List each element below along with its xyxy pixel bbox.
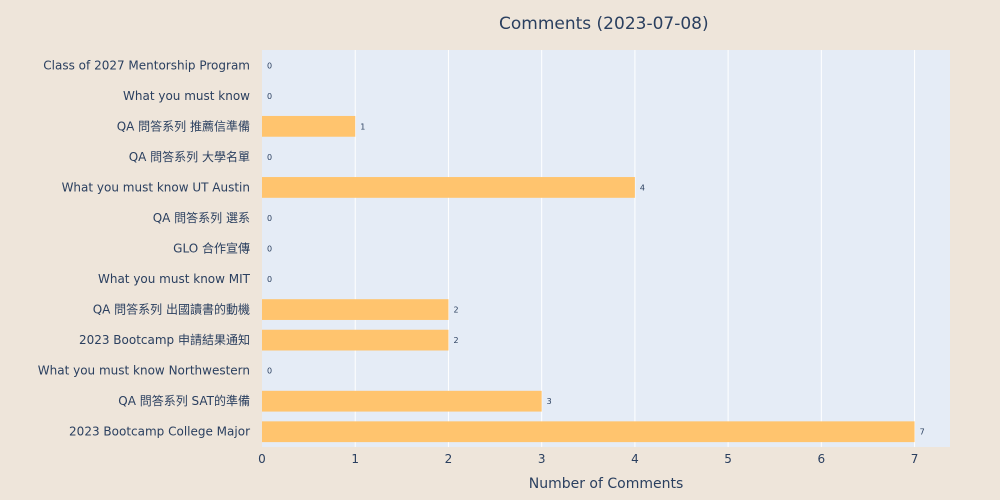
data-label: 0 (267, 61, 272, 70)
category-label: What you must know UT Austin (62, 180, 250, 194)
data-label: 1 (360, 122, 365, 131)
category-label: QA 問答系列 SAT的準備 (118, 393, 250, 408)
data-label: 3 (547, 397, 552, 406)
data-label: 2 (453, 336, 458, 345)
category-label: QA 問答系列 出國讀書的動機 (93, 302, 250, 317)
bar (262, 421, 915, 443)
chart-title: Comments (2023-07-08) (499, 14, 709, 34)
grid-layer (354, 50, 916, 447)
bar (262, 299, 449, 320)
bar (262, 390, 542, 412)
category-label: What you must know MIT (98, 272, 251, 286)
data-label: 0 (267, 367, 272, 376)
category-labels: Class of 2027 Mentorship Program What you… (38, 58, 251, 438)
category-label: 2023 Bootcamp College Major (69, 425, 250, 439)
category-label: GLO 合作宣傳 (173, 241, 250, 256)
x-tick-label: 1 (351, 452, 359, 466)
bar-layer (262, 115, 915, 443)
x-tick-label: 0 (258, 452, 266, 466)
x-tick-label: 6 (818, 452, 826, 466)
data-label: 0 (267, 245, 272, 254)
x-tick-label: 7 (911, 452, 919, 466)
category-label: Class of 2027 Mentorship Program (43, 58, 250, 72)
data-label: 2 (453, 306, 458, 315)
data-label: 0 (267, 214, 272, 223)
x-axis-title: Number of Comments (529, 476, 684, 492)
category-label: QA 問答系列 選系 (153, 210, 250, 225)
data-label: 0 (267, 153, 272, 162)
category-label: QA 問答系列 推薦信準備 (117, 118, 250, 133)
data-label: 0 (267, 92, 272, 101)
data-label: 0 (267, 275, 272, 284)
category-label: What you must know (123, 89, 250, 103)
data-labels: 0 0 1 0 4 0 0 0 2 2 0 3 7 (267, 61, 925, 436)
x-tick-label: 2 (445, 452, 453, 466)
x-tick-label: 5 (724, 452, 732, 466)
bar (262, 329, 449, 351)
x-tick-label: 4 (631, 452, 639, 466)
category-label: What you must know Northwestern (38, 364, 250, 378)
plot-background (262, 50, 950, 447)
bar (262, 115, 356, 137)
x-tick-label: 3 (538, 452, 546, 466)
bar (262, 177, 635, 198)
x-tick-labels: 0 1 2 3 4 5 6 7 (258, 452, 918, 466)
data-label: 7 (920, 428, 925, 437)
data-label: 4 (640, 183, 645, 192)
category-label: 2023 Bootcamp 申請結果通知 (79, 333, 250, 347)
category-label: QA 問答系列 大學名單 (129, 149, 250, 164)
